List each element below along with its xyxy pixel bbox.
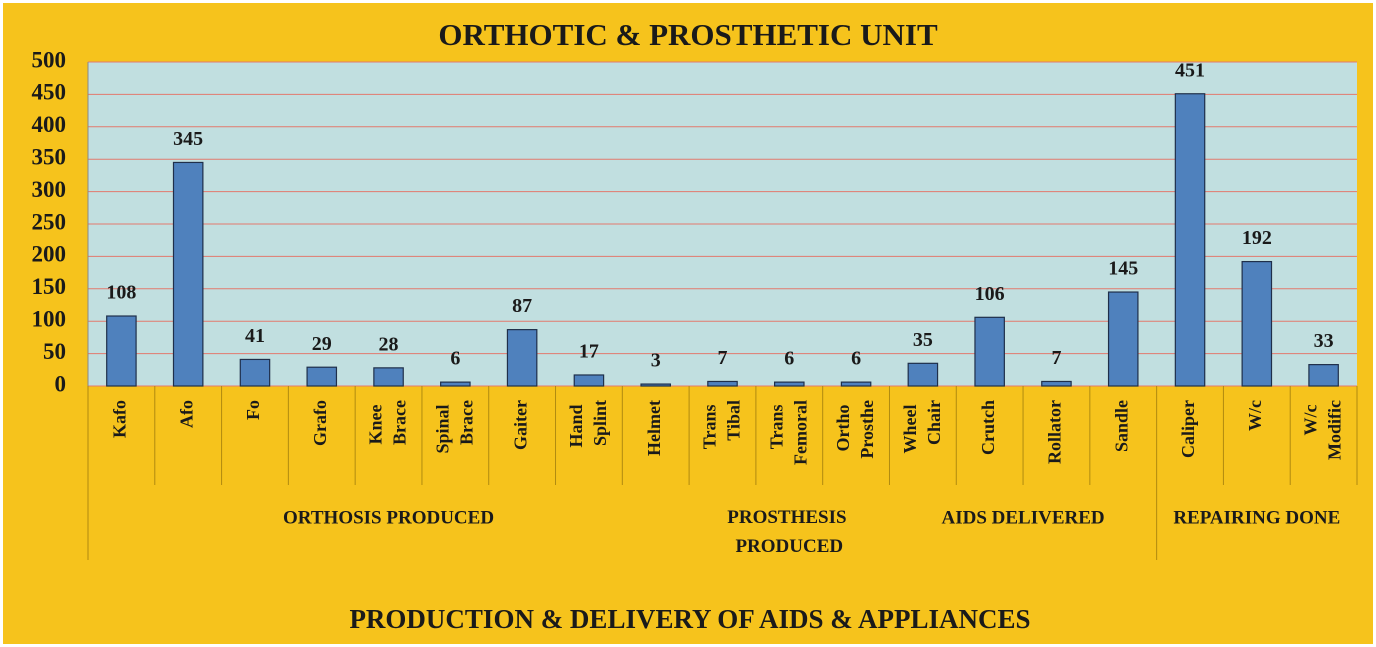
bar [974,316,1005,387]
value-label: 6 [784,348,794,370]
bar [106,315,137,387]
value-label: 345 [173,128,203,150]
x-tick-label: Helmet [644,400,664,456]
bar [239,358,271,387]
x-tick-label: Ortho Prosthe [833,400,877,459]
x-tick-label: W/c [1245,400,1265,431]
x-tick-label: Kafo [110,400,130,438]
y-tick-label: 200 [32,242,67,267]
x-tick-label: Hand Splint [566,400,610,448]
bar [1041,380,1072,387]
y-tick-label: 300 [32,177,67,202]
x-tick-label: Trans Tibal [700,400,744,449]
bar [773,381,805,387]
value-label: 6 [851,348,861,370]
value-label: 192 [1242,227,1272,249]
x-tick-label: Crutch [978,400,998,455]
bar [1174,93,1206,387]
bar [840,381,872,387]
group-label: ORTHOSIS PRODUCED [283,507,494,528]
value-label: 29 [312,333,332,355]
y-tick-label: 0 [55,371,67,396]
bar [506,329,538,387]
x-tick-label: Sandle [1111,400,1131,452]
value-label: 108 [106,282,136,304]
bar [640,383,672,387]
y-tick-label: 250 [32,209,67,234]
x-tick-label: Caliper [1178,400,1198,458]
bar [440,381,471,387]
value-label: 87 [512,295,532,317]
value-label: 6 [450,348,460,370]
bar [907,362,939,387]
x-tick-label: Knee Brace [366,400,410,445]
value-label: 106 [975,283,1005,305]
x-tick-label: Spinal Brace [432,400,476,454]
value-label: 7 [718,347,728,369]
y-tick-label: 450 [32,80,67,105]
value-label: 451 [1175,59,1205,81]
bar [1107,291,1139,387]
x-tick-label: Trans Femoral [766,400,810,465]
x-tick-label: Fo [243,400,263,420]
bar [1241,260,1273,387]
bar [573,374,605,387]
value-label: 17 [579,341,599,363]
x-tick-label: Grafo [310,400,330,446]
y-tick-label: 150 [32,274,67,299]
group-label: AIDS DELIVERED [941,507,1104,528]
bar [306,366,338,387]
bar [373,367,404,387]
y-tick-label: 100 [32,306,67,331]
value-label: 33 [1314,330,1334,352]
value-label: 35 [913,329,933,351]
x-tick-label: W/c Modific [1301,400,1345,460]
value-label: 7 [1051,347,1061,369]
value-label: 28 [379,333,399,355]
value-label: 145 [1108,258,1138,280]
y-tick-label: 350 [32,144,67,169]
x-tick-label: Gaiter [510,400,530,450]
bar [172,161,204,387]
chart-footer: PRODUCTION & DELIVERY OF AIDS & APPLIANC… [349,604,1030,634]
bar [1308,364,1339,387]
y-tick-label: 50 [43,339,66,364]
value-label: 41 [245,325,265,347]
chart-title: ORTHOTIC & PROSTHETIC UNIT [438,17,938,52]
x-tick-label: Rollator [1045,400,1065,464]
value-label: 3 [651,350,661,372]
x-tick-label: Afo [176,400,196,428]
x-tick-label: Wheel Chair [900,400,944,454]
bar [707,380,738,387]
group-label: PROSTHESIS PRODUCED [727,507,851,557]
group-label: REPAIRING DONE [1173,507,1340,528]
y-tick-label: 500 [32,47,67,72]
y-tick-label: 400 [32,112,67,137]
